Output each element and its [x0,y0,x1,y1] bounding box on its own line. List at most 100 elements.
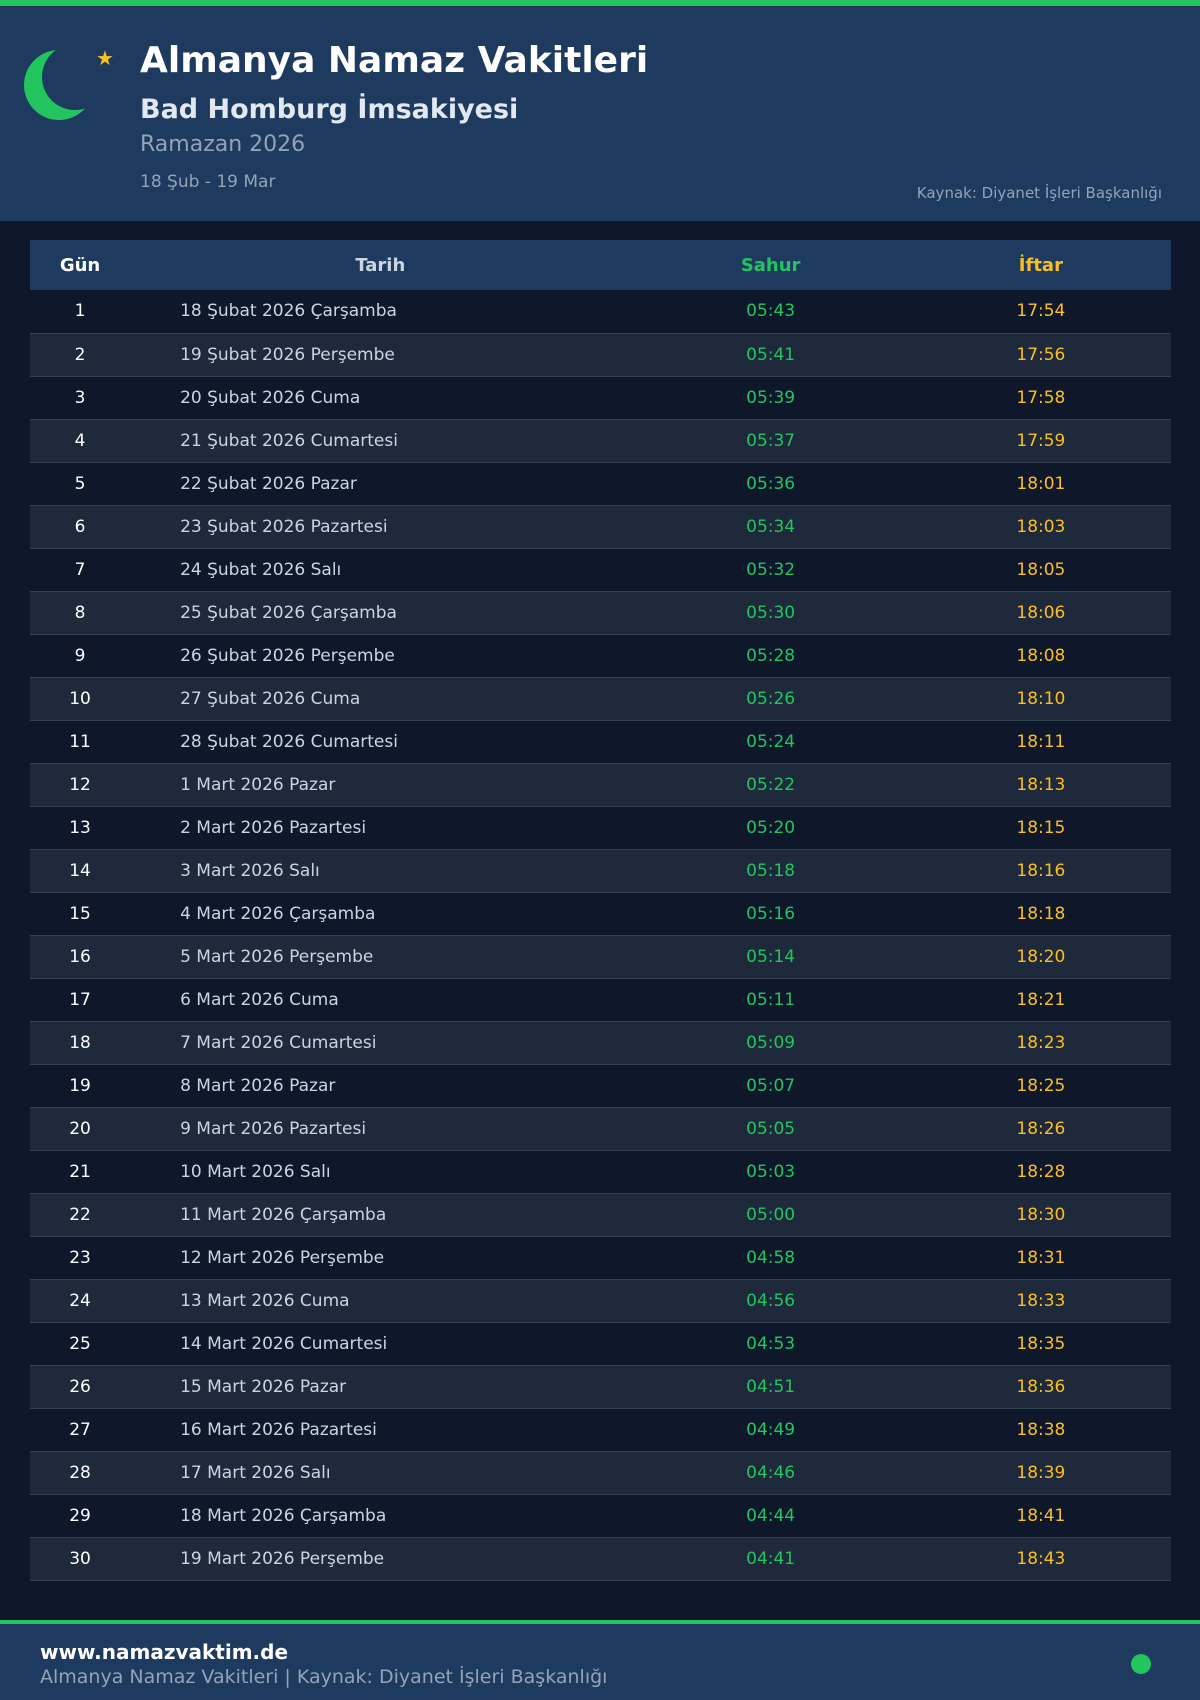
crescent-icon [24,44,108,120]
iftar-cell: 17:59 [910,419,1171,463]
table-row: 14 3 Mart 2026 Salı 05:18 18:16 [30,849,1171,893]
date-cell: 4 Mart 2026 Çarşamba [130,892,631,936]
iftar-cell: 17:58 [910,376,1171,420]
status-dot-icon [1131,1654,1151,1674]
date-range: 18 Şub - 19 Mar [140,172,276,192]
day-cell: 23 [30,1236,131,1280]
source-label: Kaynak: Diyanet İşleri Başkanlığı [916,184,1162,202]
table-row: 10 27 Şubat 2026 Cuma 05:26 18:10 [30,677,1171,721]
date-cell: 10 Mart 2026 Salı [130,1150,631,1194]
table-row: 16 5 Mart 2026 Perşembe 05:14 18:20 [30,935,1171,979]
day-cell: 22 [30,1193,131,1237]
date-cell: 18 Şubat 2026 Çarşamba [130,290,631,334]
sahur-cell: 05:16 [630,892,911,936]
day-cell: 30 [30,1537,131,1581]
iftar-cell: 18:01 [910,462,1171,506]
table-row: 12 1 Mart 2026 Pazar 05:22 18:13 [30,763,1171,807]
iftar-cell: 18:03 [910,505,1171,549]
footer-site-link[interactable]: www.namazvaktim.de [40,1640,289,1664]
table-row: 13 2 Mart 2026 Pazartesi 05:20 18:15 [30,806,1171,850]
date-cell: 9 Mart 2026 Pazartesi [130,1107,631,1151]
day-cell: 21 [30,1150,131,1194]
iftar-cell: 18:28 [910,1150,1171,1194]
table-row: 19 8 Mart 2026 Pazar 05:07 18:25 [30,1064,1171,1108]
table-row: 30 19 Mart 2026 Perşembe 04:41 18:43 [30,1537,1171,1581]
date-cell: 8 Mart 2026 Pazar [130,1064,631,1108]
footer: www.namazvaktim.de Almanya Namaz Vakitle… [0,1624,1200,1700]
day-cell: 9 [30,634,131,678]
iftar-cell: 18:41 [910,1494,1171,1538]
day-cell: 10 [30,677,131,721]
iftar-cell: 18:06 [910,591,1171,635]
date-cell: 23 Şubat 2026 Pazartesi [130,505,631,549]
table-row: 15 4 Mart 2026 Çarşamba 05:16 18:18 [30,892,1171,936]
table-row: 23 12 Mart 2026 Perşembe 04:58 18:31 [30,1236,1171,1280]
table-row: 8 25 Şubat 2026 Çarşamba 05:30 18:06 [30,591,1171,635]
date-cell: 25 Şubat 2026 Çarşamba [130,591,631,635]
sahur-cell: 05:05 [630,1107,911,1151]
sahur-cell: 05:30 [630,591,911,635]
day-cell: 5 [30,462,131,506]
day-cell: 26 [30,1365,131,1409]
table-row: 9 26 Şubat 2026 Perşembe 05:28 18:08 [30,634,1171,678]
star-icon: ★ [96,46,114,70]
sahur-cell: 05:34 [630,505,911,549]
page-header: ★ Almanya Namaz Vakitleri Bad Homburg İm… [0,6,1200,221]
table-row: 17 6 Mart 2026 Cuma 05:11 18:21 [30,978,1171,1022]
day-cell: 7 [30,548,131,592]
sahur-cell: 05:14 [630,935,911,979]
sahur-cell: 05:03 [630,1150,911,1194]
iftar-cell: 18:36 [910,1365,1171,1409]
table-row: 7 24 Şubat 2026 Salı 05:32 18:05 [30,548,1171,592]
date-cell: 22 Şubat 2026 Pazar [130,462,631,506]
sahur-cell: 05:37 [630,419,911,463]
day-cell: 28 [30,1451,131,1495]
table-row: 3 20 Şubat 2026 Cuma 05:39 17:58 [30,376,1171,420]
sahur-cell: 04:51 [630,1365,911,1409]
table-row: 28 17 Mart 2026 Salı 04:46 18:39 [30,1451,1171,1495]
date-cell: 16 Mart 2026 Pazartesi [130,1408,631,1452]
ramadan-year: Ramazan 2026 [140,132,306,157]
date-cell: 2 Mart 2026 Pazartesi [130,806,631,850]
sahur-cell: 05:32 [630,548,911,592]
iftar-cell: 18:35 [910,1322,1171,1366]
iftar-cell: 18:16 [910,849,1171,893]
iftar-cell: 18:11 [910,720,1171,764]
day-cell: 18 [30,1021,131,1065]
table-row: 26 15 Mart 2026 Pazar 04:51 18:36 [30,1365,1171,1409]
sahur-cell: 04:56 [630,1279,911,1323]
date-cell: 11 Mart 2026 Çarşamba [130,1193,631,1237]
iftar-cell: 18:23 [910,1021,1171,1065]
table-row: 4 21 Şubat 2026 Cumartesi 05:37 17:59 [30,419,1171,463]
table-row: 21 10 Mart 2026 Salı 05:03 18:28 [30,1150,1171,1194]
top-accent-bar [0,0,1200,6]
iftar-cell: 18:20 [910,935,1171,979]
iftar-cell: 18:43 [910,1537,1171,1581]
day-cell: 20 [30,1107,131,1151]
table-header: Gün Tarih Sahur İftar [30,240,1171,290]
table-row: 22 11 Mart 2026 Çarşamba 05:00 18:30 [30,1193,1171,1237]
iftar-cell: 18:18 [910,892,1171,936]
date-cell: 3 Mart 2026 Salı [130,849,631,893]
sahur-cell: 05:09 [630,1021,911,1065]
table-row: 5 22 Şubat 2026 Pazar 05:36 18:01 [30,462,1171,506]
day-cell: 27 [30,1408,131,1452]
table-row: 6 23 Şubat 2026 Pazartesi 05:34 18:03 [30,505,1171,549]
sahur-cell: 05:22 [630,763,911,807]
iftar-cell: 17:56 [910,333,1171,377]
date-cell: 19 Şubat 2026 Perşembe [130,333,631,377]
iftar-cell: 17:54 [910,290,1171,334]
sahur-cell: 05:43 [630,290,911,334]
date-cell: 6 Mart 2026 Cuma [130,978,631,1022]
sahur-cell: 04:41 [630,1537,911,1581]
sahur-cell: 04:44 [630,1494,911,1538]
footer-accent-line [0,1620,1200,1624]
footer-text: Almanya Namaz Vakitleri | Kaynak: Diyane… [40,1666,608,1688]
day-cell: 12 [30,763,131,807]
date-cell: 7 Mart 2026 Cumartesi [130,1021,631,1065]
sahur-cell: 04:49 [630,1408,911,1452]
day-cell: 8 [30,591,131,635]
day-cell: 25 [30,1322,131,1366]
sahur-cell: 04:46 [630,1451,911,1495]
table-row: 20 9 Mart 2026 Pazartesi 05:05 18:26 [30,1107,1171,1151]
